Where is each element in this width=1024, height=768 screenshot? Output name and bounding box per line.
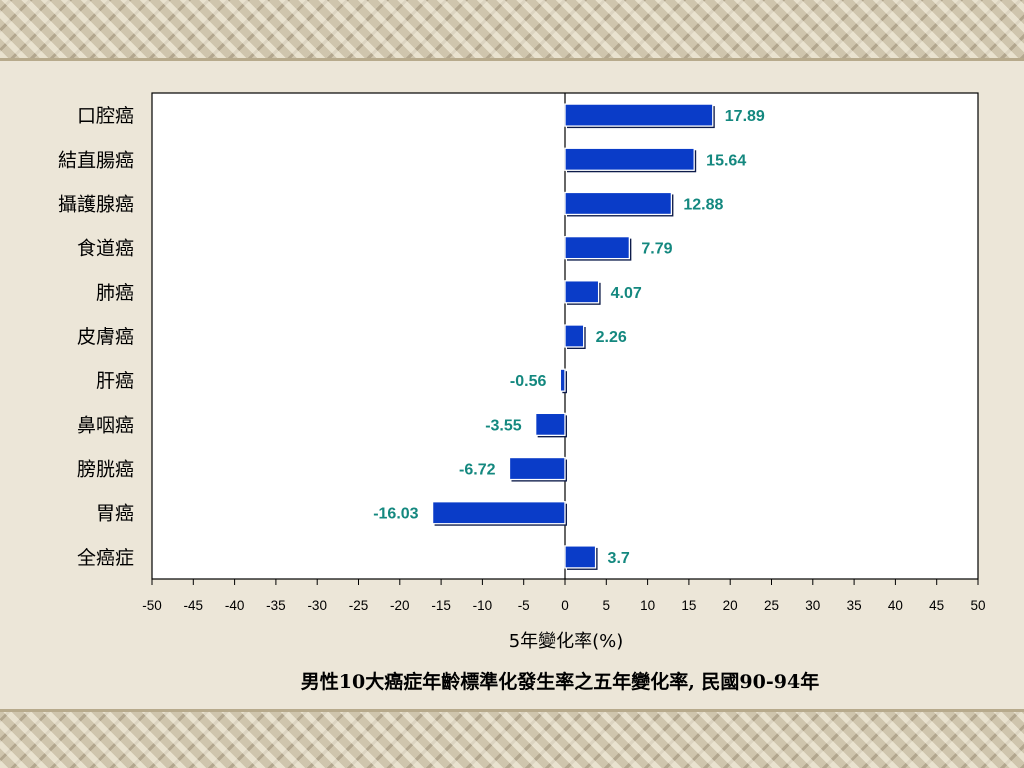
x-tick-label: -20 bbox=[390, 598, 410, 613]
decorative-top-border bbox=[0, 0, 1024, 58]
x-tick-label: -35 bbox=[266, 598, 286, 613]
category-label: 口腔癌 bbox=[77, 105, 134, 127]
x-tick-label: -40 bbox=[225, 598, 245, 613]
x-tick-label: 10 bbox=[640, 598, 655, 613]
x-tick-label: -50 bbox=[142, 598, 162, 613]
x-tick-label: -30 bbox=[307, 598, 327, 613]
chart-caption: 男性10大癌症年齡標準化發生率之五年變化率, 民國90-94年 bbox=[301, 670, 819, 693]
value-label: 2.26 bbox=[596, 329, 627, 346]
bar bbox=[564, 324, 585, 348]
category-label: 膀胱癌 bbox=[77, 459, 134, 481]
x-tick-label: 40 bbox=[888, 598, 903, 613]
value-label: 3.7 bbox=[608, 550, 630, 567]
value-labels: 17.89 15.64 12.88 7.79 4.07 2.26 -0.56 -3.55 -6.… bbox=[373, 108, 765, 567]
value-label: 15.64 bbox=[706, 152, 746, 169]
x-tick-label: -10 bbox=[473, 598, 493, 613]
value-label: 12.88 bbox=[683, 196, 723, 213]
x-tick-label: 35 bbox=[847, 598, 862, 613]
value-label: -6.72 bbox=[459, 462, 496, 479]
bar bbox=[508, 456, 566, 481]
category-label: 食道癌 bbox=[77, 238, 134, 260]
bars-group bbox=[431, 103, 715, 570]
category-label: 皮膚癌 bbox=[77, 326, 134, 348]
bar bbox=[564, 103, 714, 127]
value-label: 4.07 bbox=[611, 285, 642, 302]
decorative-bottom-border bbox=[0, 712, 1024, 768]
x-tick-label: 20 bbox=[723, 598, 738, 613]
value-label: 17.89 bbox=[725, 108, 765, 125]
x-tick-label: 30 bbox=[805, 598, 820, 613]
x-tick-label: 25 bbox=[764, 598, 779, 613]
category-label: 肝癌 bbox=[96, 370, 134, 392]
bar bbox=[564, 545, 597, 569]
x-tick-label: -5 bbox=[518, 598, 530, 613]
x-tick-label: -25 bbox=[349, 598, 369, 613]
x-tick-label: 0 bbox=[561, 598, 569, 613]
category-label: 攝護腺癌 bbox=[58, 193, 134, 215]
bar bbox=[535, 412, 566, 437]
x-tick-label: -15 bbox=[431, 598, 451, 613]
x-axis-title: 5年變化率(%) bbox=[509, 631, 624, 652]
category-label: 結直腸癌 bbox=[58, 149, 134, 171]
category-label: 胃癌 bbox=[96, 503, 134, 525]
x-tick-label: 5 bbox=[603, 598, 611, 613]
bar bbox=[564, 191, 673, 216]
bottom-border-line bbox=[0, 709, 1024, 712]
bar bbox=[559, 368, 566, 392]
value-label: 7.79 bbox=[641, 241, 672, 258]
value-label: -16.03 bbox=[373, 506, 418, 523]
x-tick-label: 50 bbox=[970, 598, 985, 613]
category-label: 鼻咽癌 bbox=[77, 414, 134, 436]
bar bbox=[564, 147, 695, 171]
value-label: -3.55 bbox=[485, 417, 522, 434]
top-border-line bbox=[0, 58, 1024, 61]
value-label: -0.56 bbox=[510, 373, 547, 390]
bar bbox=[564, 235, 630, 260]
bar bbox=[431, 501, 566, 525]
category-label: 全癌症 bbox=[77, 547, 134, 569]
bar bbox=[564, 280, 600, 304]
x-tick-label: 45 bbox=[929, 598, 944, 613]
category-label: 肺癌 bbox=[96, 282, 134, 304]
x-tick-label: 15 bbox=[681, 598, 696, 613]
x-tick-label: -45 bbox=[184, 598, 204, 613]
x-axis-ticks: -50 -45 -40 -35 -30 -25 -20 -15 -10 -5 0 5 10 15 20 25 3… bbox=[142, 579, 986, 613]
